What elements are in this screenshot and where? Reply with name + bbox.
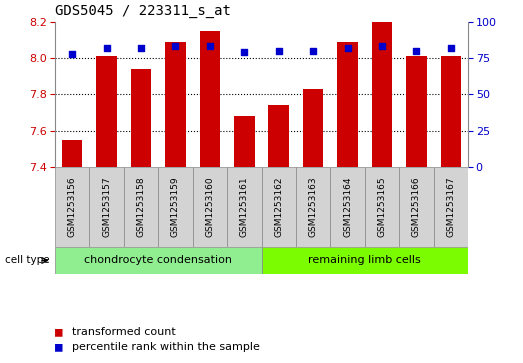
Text: GSM1253167: GSM1253167 [446,176,456,237]
Point [171,44,179,49]
Bar [199,31,220,167]
Text: GSM1253162: GSM1253162 [274,177,283,237]
Bar [303,89,323,167]
Point [412,48,420,54]
Text: cell type: cell type [5,256,50,265]
Text: remaining limb cells: remaining limb cells [309,256,421,265]
Text: ■: ■ [55,340,62,353]
Bar [227,167,262,247]
Bar [331,167,365,247]
Bar [234,116,255,167]
Point [309,48,317,54]
Bar [296,167,331,247]
Text: GSM1253163: GSM1253163 [309,176,317,237]
Point [206,44,214,49]
Text: GSM1253161: GSM1253161 [240,176,249,237]
Bar [192,167,227,247]
Point [137,45,145,51]
Text: GSM1253166: GSM1253166 [412,176,421,237]
Point [447,45,455,51]
Bar [372,22,392,167]
Bar [158,167,192,247]
Text: ■: ■ [55,326,62,339]
Bar [406,56,427,167]
Text: GSM1253157: GSM1253157 [102,176,111,237]
Bar [96,56,117,167]
Text: GSM1253159: GSM1253159 [171,176,180,237]
Text: chondrocyte condensation: chondrocyte condensation [84,256,232,265]
Bar [268,105,289,167]
Bar [55,167,89,247]
Bar [124,167,158,247]
Text: percentile rank within the sample: percentile rank within the sample [72,342,259,352]
Text: GSM1253158: GSM1253158 [137,176,145,237]
Bar [262,247,468,274]
Bar [89,167,124,247]
Text: transformed count: transformed count [72,327,175,337]
Bar [337,42,358,167]
Bar [262,167,296,247]
Bar [365,167,399,247]
Bar [440,56,461,167]
Point [103,45,111,51]
Point [344,45,352,51]
Bar [62,140,83,167]
Bar [434,167,468,247]
Text: GSM1253165: GSM1253165 [378,176,386,237]
Bar [55,247,262,274]
Bar [399,167,434,247]
Bar [165,42,186,167]
Point [240,49,248,55]
Text: GSM1253160: GSM1253160 [206,176,214,237]
Text: GDS5045 / 223311_s_at: GDS5045 / 223311_s_at [55,4,231,18]
Point [275,48,283,54]
Point [68,51,76,57]
Bar [131,69,151,167]
Text: GSM1253164: GSM1253164 [343,177,352,237]
Point [378,44,386,49]
Text: GSM1253156: GSM1253156 [67,176,77,237]
